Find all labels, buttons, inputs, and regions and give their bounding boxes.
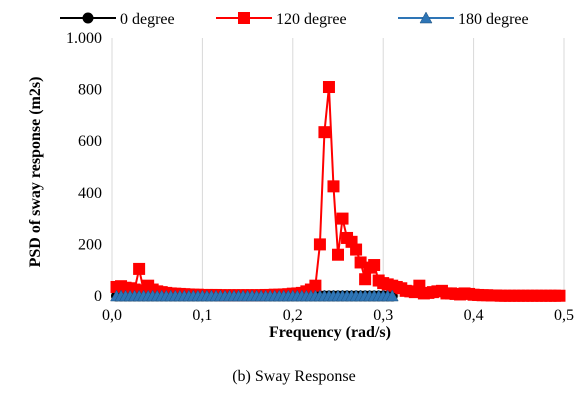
legend-label: 120 degree [276, 11, 347, 28]
data-point [553, 289, 566, 302]
tick-labels: 0,0 0,1 0,2 0,3 0,4 0,5 0 200 400 600 800 1.000 [66, 30, 574, 324]
y-axis-title: PSD of sway response (m2s) [27, 77, 44, 268]
series-triangle [110, 289, 399, 302]
x-tick-label: 0,5 [554, 307, 574, 324]
series-square [110, 81, 566, 302]
data-point [309, 279, 322, 292]
data-point [133, 262, 146, 275]
legend-marker [419, 11, 433, 24]
y-tick-label: 0 [94, 288, 102, 305]
data-point [354, 256, 367, 269]
data-point [318, 126, 331, 139]
y-tick-label: 800 [78, 82, 102, 99]
legend-label: 180 degree [458, 11, 529, 28]
y-tick-label: 1.000 [66, 30, 102, 47]
data-point [322, 81, 335, 94]
data-point [313, 238, 326, 251]
x-tick-label: 0,2 [283, 307, 303, 324]
grid-lines [111, 38, 565, 296]
data-point [327, 180, 340, 193]
x-tick-label: 0,0 [102, 307, 122, 324]
legend-item: 120 degree [216, 11, 347, 28]
data-point [350, 243, 363, 256]
x-tick-label: 0,4 [464, 307, 484, 324]
data-point [336, 212, 349, 225]
legend-marker [82, 12, 94, 24]
data-point [368, 259, 381, 272]
data-point [385, 289, 399, 302]
y-tick-label: 200 [78, 236, 102, 253]
x-tick-label: 0,3 [373, 307, 393, 324]
legend-label: 0 degree [120, 11, 175, 28]
x-axis-title: Frequency (rad/s) [269, 324, 391, 341]
legend-marker [238, 12, 250, 24]
figure-caption: (b) Sway Response [232, 368, 356, 385]
legend: 0 degree 120 degree 180 degree [60, 11, 529, 28]
y-tick-label: 600 [78, 133, 102, 150]
data-point [332, 248, 344, 261]
legend-item: 180 degree [398, 11, 529, 28]
legend-item: 0 degree [60, 11, 175, 28]
x-tick-label: 0,1 [192, 307, 212, 324]
series-layer [110, 81, 566, 302]
y-tick-label: 400 [78, 185, 102, 202]
data-point [359, 273, 372, 286]
